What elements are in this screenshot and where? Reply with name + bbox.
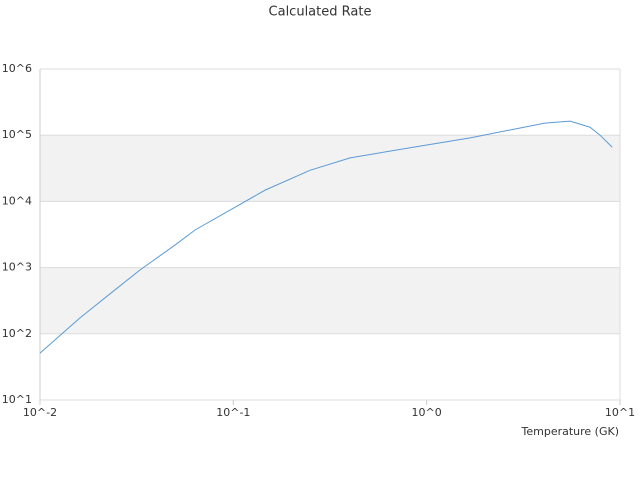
grid-band [40, 135, 620, 202]
data-line [39, 120, 613, 354]
x-tick-label: 10^-2 [23, 406, 57, 419]
chart-title: Calculated Rate [269, 5, 372, 20]
x-axis-label: Temperature (GK) [521, 425, 620, 438]
y-tick-label: 10^2 [2, 327, 32, 340]
y-tick-label: 10^1 [2, 393, 32, 406]
x-tick-label: 10^0 [412, 406, 442, 419]
x-tick-label: 10^-1 [216, 406, 250, 419]
grid-band [40, 267, 620, 334]
y-tick-label: 10^4 [2, 194, 32, 207]
y-tick-label: 10^5 [2, 128, 32, 141]
x-tick-label: 10^1 [605, 406, 635, 419]
y-tick-label: 10^3 [2, 261, 32, 274]
y-tick-label: 10^6 [2, 62, 32, 75]
